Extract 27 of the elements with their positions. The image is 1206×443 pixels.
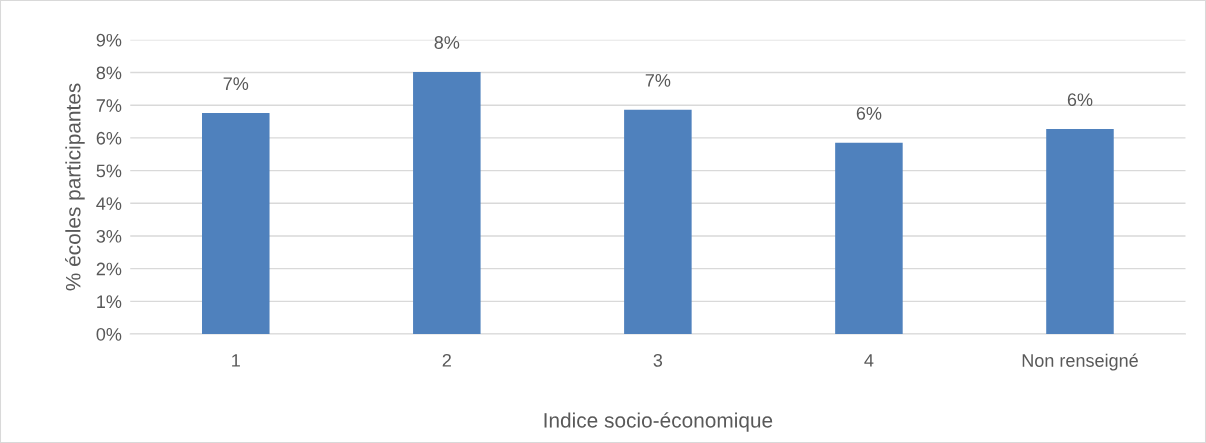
x-axis-title: Indice socio-économique — [544, 412, 773, 432]
x-tick-label: 4 — [864, 354, 874, 367]
y-tick-label: 3% — [96, 229, 122, 243]
y-tick-label: 0% — [96, 327, 122, 341]
data-label: 6% — [856, 107, 882, 120]
y-tick-label: 5% — [96, 164, 122, 178]
x-tick-label: 1 — [232, 354, 240, 367]
data-label: 7% — [223, 77, 249, 90]
bar — [624, 109, 692, 335]
y-tick-label: 8% — [96, 66, 122, 80]
y-tick-label: 7% — [96, 99, 122, 112]
data-label: 8% — [434, 36, 460, 49]
y-tick-label: 4% — [96, 197, 122, 210]
data-label: 7% — [645, 74, 671, 87]
data-label: 6% — [1067, 93, 1093, 107]
y-tick-label: 6% — [96, 131, 122, 145]
bar — [835, 142, 903, 335]
bar — [413, 71, 481, 335]
y-axis-title: % écoles participantes — [65, 83, 85, 291]
bar — [1046, 129, 1114, 335]
x-tick-label: 3 — [653, 353, 663, 367]
x-tick-label: Non renseigné — [1022, 353, 1138, 371]
bar — [202, 113, 270, 335]
y-tick-label: 2% — [96, 262, 122, 276]
y-tick-label: 1% — [97, 295, 122, 308]
x-tick-label: 2 — [442, 353, 451, 367]
y-tick-label: 9% — [96, 33, 122, 47]
